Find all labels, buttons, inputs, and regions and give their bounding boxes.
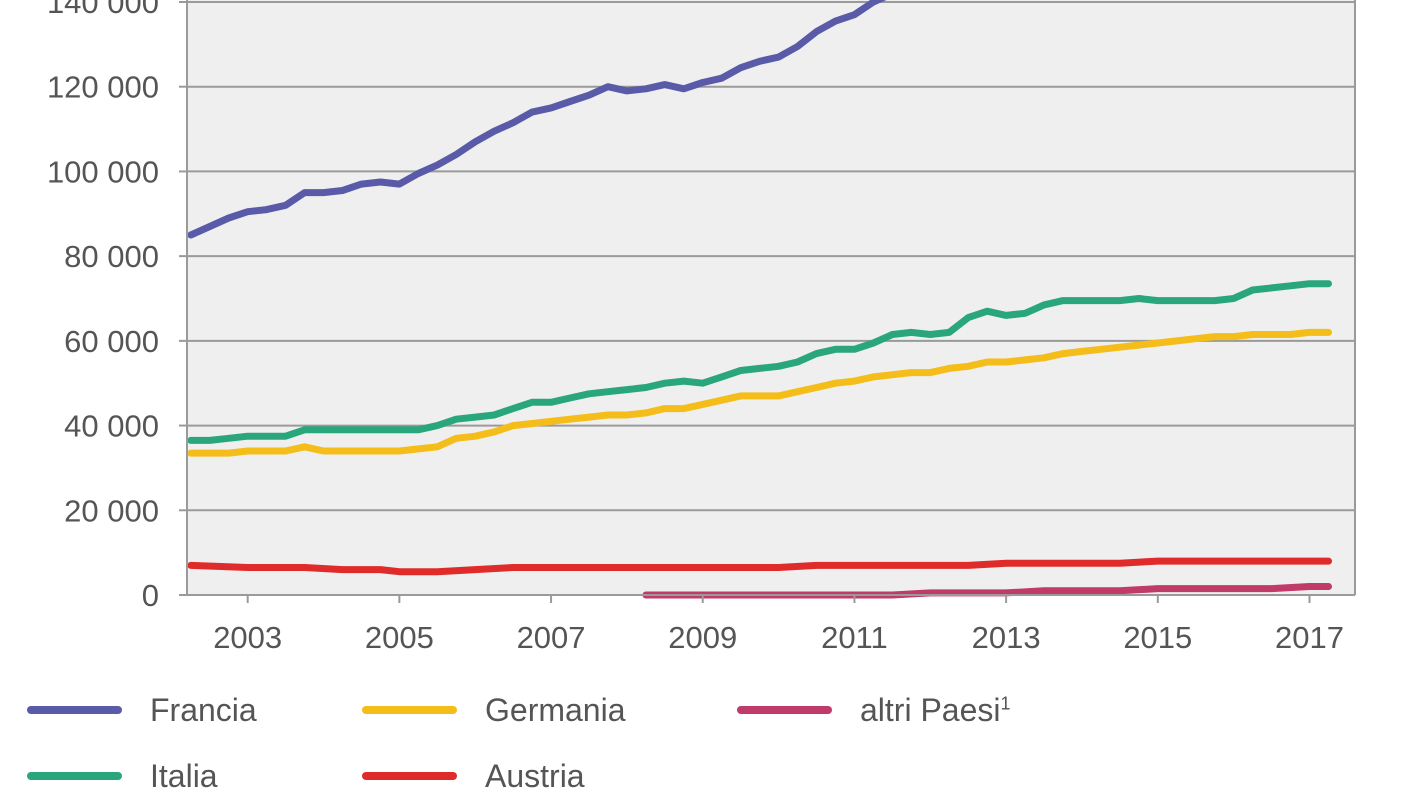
y-tick-label-7: 140 000 (47, 0, 159, 20)
legend: Francia Germania altri Paesi1 Italia Aus… (0, 680, 1408, 794)
legend-label-germania: Germania (485, 691, 626, 728)
legend-item-francia: Francia (27, 680, 257, 740)
legend-swatch-germania (362, 706, 457, 714)
legend-swatch-francia (27, 706, 122, 714)
legend-label-francia: Francia (150, 691, 257, 728)
legend-swatch-austria (362, 772, 457, 780)
y-tick-label-0: 0 (142, 578, 159, 613)
series-lines (187, 0, 1332, 599)
y-tick-label-2: 40 000 (64, 409, 159, 444)
legend-item-germania: Germania (362, 680, 626, 740)
y-axis-ticks: 0 20 000 40 000 60 000 80 000 100 000 120 000 1… (47, 0, 187, 613)
legend-swatch-altri-paesi (737, 706, 832, 714)
y-tick-label-1: 20 000 (64, 493, 159, 528)
x-tick-label-0: 2003 (213, 620, 282, 655)
legend-item-italia: Italia (27, 746, 218, 806)
legend-label-austria: Austria (485, 757, 585, 794)
x-tick-label-2: 2007 (517, 620, 586, 655)
x-tick-label-5: 2013 (972, 620, 1041, 655)
axes (186, 0, 1356, 596)
y-tick-label-3: 60 000 (64, 324, 159, 359)
grid-lines (187, 1, 1355, 512)
line-chart: 0 20 000 40 000 60 000 80 000 100 000 120 000 1… (47, 0, 1356, 655)
x-tick-label-1: 2005 (365, 620, 434, 655)
legend-label-italia: Italia (150, 757, 218, 794)
x-tick-label-4: 2011 (821, 620, 888, 655)
y-tick-label-5: 100 000 (47, 154, 159, 189)
legend-label-altri-paesi: altri Paesi1 (860, 691, 1011, 728)
x-tick-label-6: 2015 (1123, 620, 1192, 655)
y-tick-label-4: 80 000 (64, 239, 159, 274)
x-tick-label-3: 2009 (668, 620, 737, 655)
series-line-francia (187, 0, 887, 239)
legend-swatch-italia (27, 772, 122, 780)
x-axis-ticks: 2003 2005 2007 2009 2011 2013 2015 2017 (213, 595, 1344, 655)
series-line-germania (187, 328, 1332, 457)
legend-item-altri-paesi: altri Paesi1 (737, 680, 1011, 740)
x-tick-label-7: 2017 (1275, 620, 1344, 655)
legend-item-austria: Austria (362, 746, 585, 806)
y-tick-label-6: 120 000 (47, 70, 159, 105)
series-line-austria (187, 557, 1332, 576)
series-line-italia (187, 280, 1332, 444)
